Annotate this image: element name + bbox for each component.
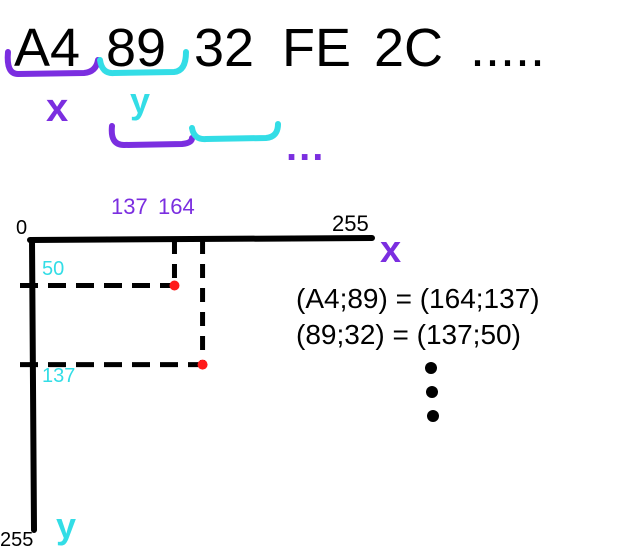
hex-byte-fe: FE — [282, 18, 351, 78]
data-point-2 — [197, 359, 208, 370]
equation-1: (A4;89) = (164;137) — [296, 283, 540, 314]
x-axis-line — [27, 235, 375, 243]
bracket-x-first — [4, 49, 101, 78]
x-max-label: 255 — [332, 211, 369, 236]
bracket-x-second — [108, 123, 195, 149]
vertical-ellipsis-dot-3 — [427, 410, 439, 422]
origin-label: 0 — [16, 217, 27, 239]
label-x-first: x — [46, 86, 68, 130]
vertical-ellipsis-dot-2 — [426, 386, 438, 398]
vertical-ellipsis-dot-1 — [425, 362, 437, 374]
hex-byte-a4: A4 — [14, 18, 80, 78]
y-axis-label: y — [56, 505, 76, 546]
hex-ellipsis: ..... — [470, 18, 545, 78]
data-point-1 — [169, 280, 180, 291]
equation-2: (89;32) = (137;50) — [296, 319, 521, 350]
left-tick-50: 50 — [42, 258, 64, 280]
dashed-guides — [20, 240, 206, 368]
data-points — [169, 280, 208, 370]
bracket-y-first — [97, 49, 189, 77]
left-tick-137: 137 — [42, 365, 75, 387]
bracket-ellipsis: ... — [286, 125, 325, 169]
top-tick-164: 164 — [158, 194, 195, 219]
hex-byte-2c: 2C — [374, 18, 443, 78]
label-y-first: y — [130, 80, 150, 121]
hex-byte-89: 89 — [106, 18, 166, 78]
y-max-label: 255 — [0, 529, 33, 550]
y-axis-line — [29, 237, 37, 533]
bracket-y-second — [189, 121, 281, 143]
hex-byte-32: 32 — [194, 18, 254, 78]
x-axis-label: x — [380, 229, 401, 271]
top-tick-137: 137 — [111, 194, 148, 219]
